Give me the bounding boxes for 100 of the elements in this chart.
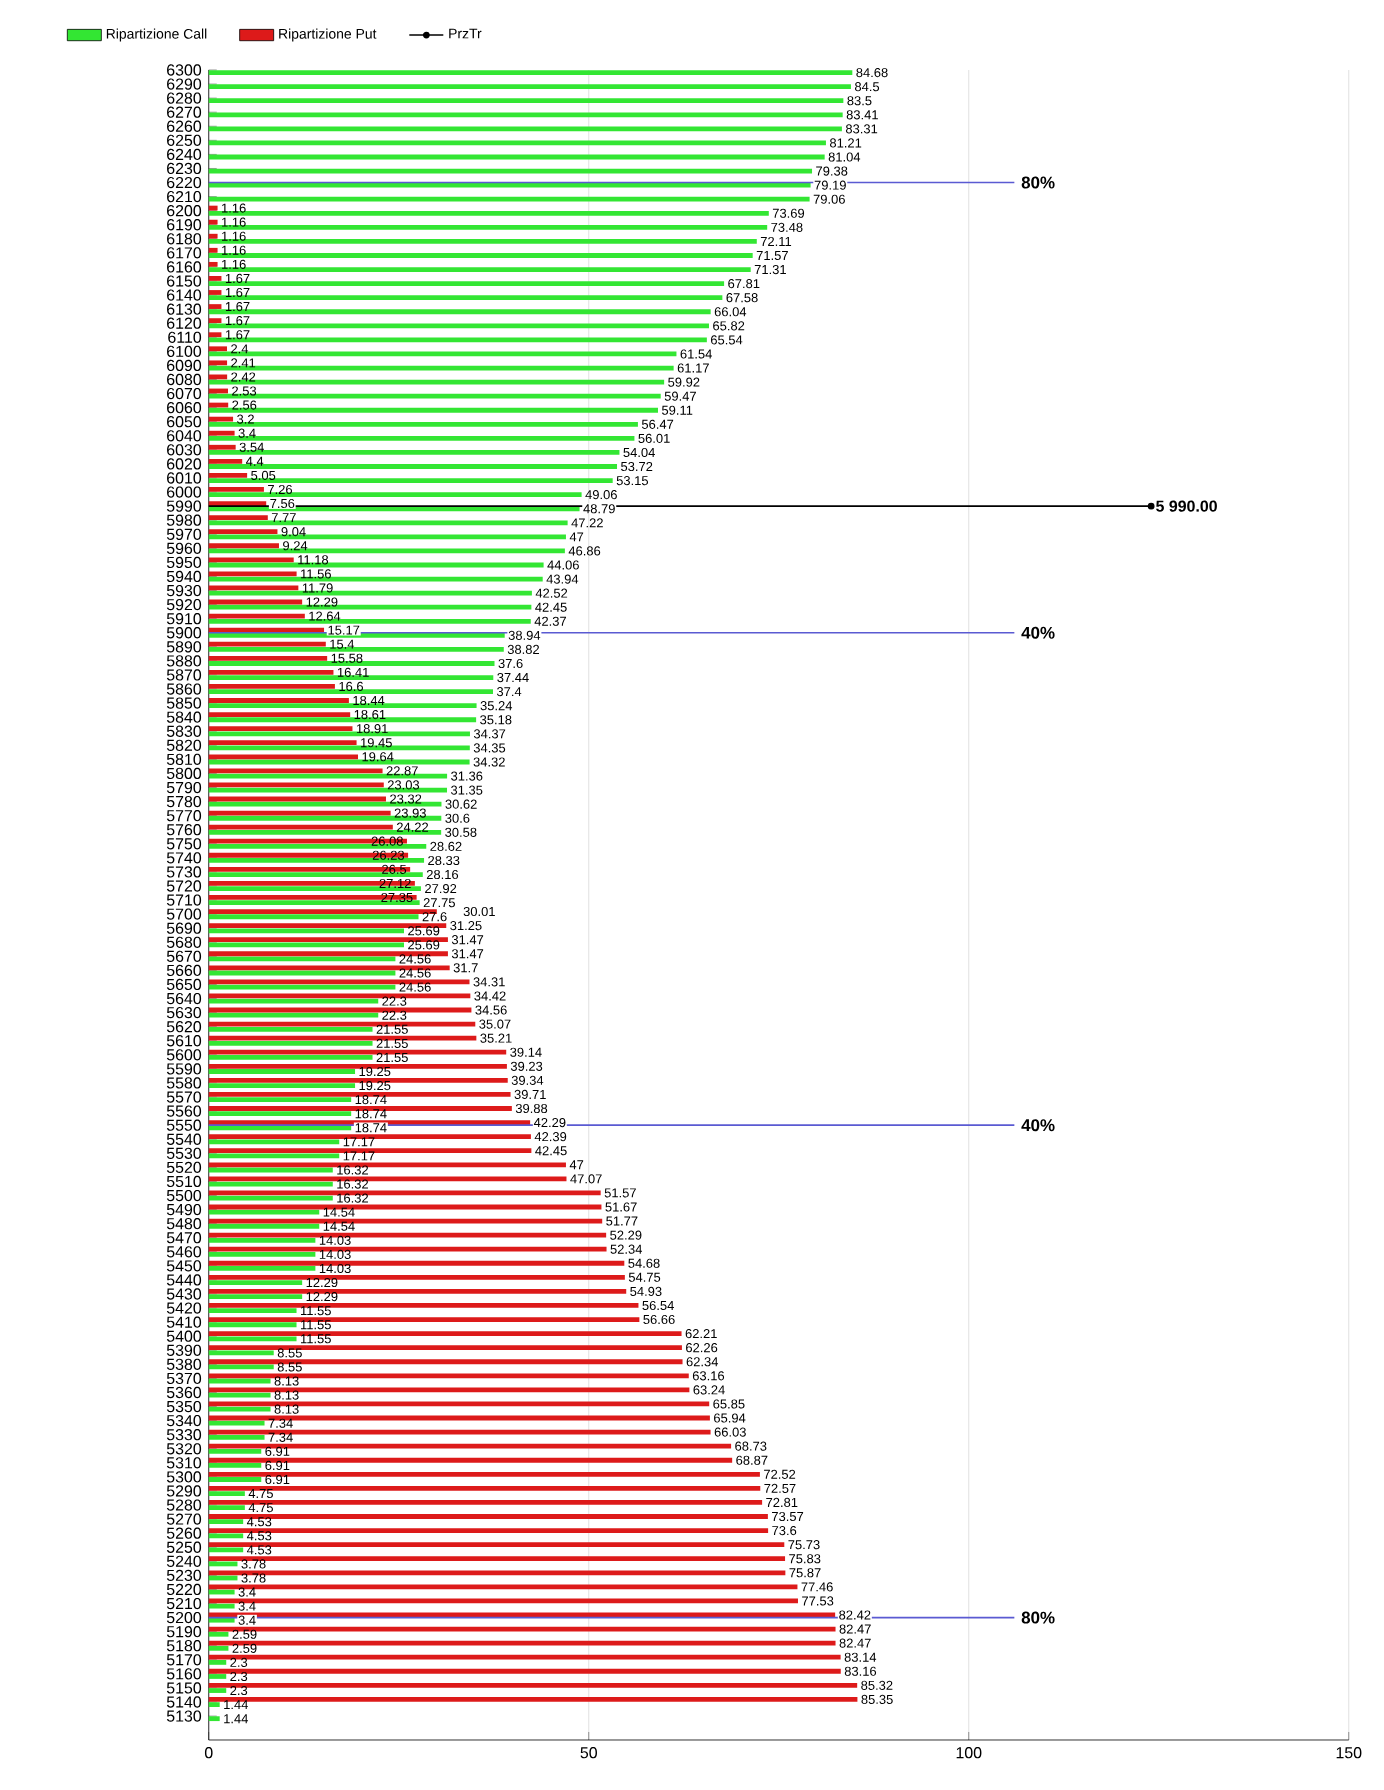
bar bbox=[208, 1547, 243, 1553]
bar bbox=[208, 866, 410, 872]
bar bbox=[208, 886, 421, 891]
bar bbox=[208, 1345, 682, 1351]
bar bbox=[208, 1040, 373, 1046]
bar bbox=[208, 852, 408, 858]
bar bbox=[208, 1350, 274, 1356]
bar bbox=[208, 1463, 261, 1468]
bar bbox=[208, 965, 450, 971]
bar bbox=[208, 1280, 302, 1285]
bar bbox=[208, 421, 638, 427]
bar bbox=[208, 914, 419, 920]
bar bbox=[208, 393, 661, 399]
bar bbox=[208, 309, 711, 315]
bar bbox=[208, 675, 493, 680]
bar bbox=[208, 478, 613, 483]
bar bbox=[208, 84, 851, 90]
bar bbox=[208, 684, 335, 689]
bar bbox=[208, 843, 426, 849]
bar bbox=[208, 1134, 531, 1140]
bar bbox=[208, 444, 236, 450]
bar bbox=[208, 464, 617, 469]
bar bbox=[208, 1252, 316, 1257]
bar bbox=[208, 515, 268, 520]
bar bbox=[208, 1359, 683, 1365]
bar bbox=[208, 712, 350, 717]
bar bbox=[208, 182, 811, 188]
bar bbox=[208, 1139, 339, 1145]
bar bbox=[208, 332, 222, 338]
bar bbox=[208, 276, 222, 281]
bar bbox=[208, 998, 378, 1004]
bar bbox=[208, 323, 709, 329]
bar bbox=[208, 1457, 732, 1463]
bar bbox=[208, 1260, 624, 1266]
bar bbox=[208, 1477, 261, 1482]
bar bbox=[208, 655, 327, 661]
bar bbox=[208, 1505, 245, 1511]
bar bbox=[208, 529, 278, 535]
bar bbox=[208, 1682, 857, 1688]
bar bbox=[208, 534, 566, 540]
bar bbox=[208, 1697, 858, 1702]
bar bbox=[208, 661, 495, 666]
bar bbox=[208, 1289, 626, 1294]
bar bbox=[208, 112, 843, 118]
bar bbox=[208, 1448, 261, 1454]
bar bbox=[208, 979, 470, 985]
bar bbox=[208, 754, 358, 760]
bar bbox=[208, 253, 753, 258]
bar bbox=[208, 219, 218, 225]
bar bbox=[208, 98, 843, 104]
annotation: 40% bbox=[1021, 626, 1055, 639]
bar bbox=[208, 1294, 302, 1299]
bar bbox=[208, 1688, 226, 1693]
bar bbox=[208, 557, 294, 563]
bar bbox=[208, 1373, 689, 1379]
bar bbox=[208, 346, 227, 352]
bar bbox=[208, 1035, 476, 1041]
bar bbox=[208, 1012, 378, 1018]
bar bbox=[208, 1533, 243, 1539]
bar bbox=[208, 1083, 355, 1088]
bar bbox=[208, 1092, 511, 1097]
bar bbox=[208, 1514, 768, 1519]
bar bbox=[208, 1209, 319, 1215]
bar bbox=[208, 290, 222, 295]
bar bbox=[208, 872, 423, 877]
bar bbox=[208, 1660, 226, 1665]
bar bbox=[208, 618, 531, 624]
bar bbox=[208, 1485, 760, 1491]
bar bbox=[208, 801, 442, 807]
bar bbox=[208, 458, 242, 464]
bar bbox=[208, 1148, 531, 1154]
bar bbox=[208, 604, 531, 610]
annotation: 80% bbox=[1021, 176, 1055, 189]
bar bbox=[208, 487, 264, 492]
bar bbox=[208, 318, 222, 324]
bar bbox=[208, 1176, 567, 1182]
bar bbox=[208, 281, 724, 287]
bar bbox=[208, 590, 532, 596]
bar bbox=[208, 829, 441, 835]
bar bbox=[208, 430, 235, 436]
bar bbox=[208, 1631, 229, 1637]
bar bbox=[208, 951, 448, 957]
bar bbox=[208, 1640, 836, 1646]
bar bbox=[208, 768, 383, 774]
bar bbox=[208, 1434, 265, 1440]
bar bbox=[208, 1232, 606, 1238]
bar bbox=[208, 360, 227, 366]
bar bbox=[208, 1055, 373, 1060]
bar bbox=[208, 726, 353, 732]
bar bbox=[208, 1716, 220, 1722]
bar bbox=[208, 435, 635, 441]
bar bbox=[208, 247, 218, 253]
annotation: 80% bbox=[1021, 1611, 1055, 1624]
bar bbox=[208, 1500, 762, 1505]
bar bbox=[208, 1420, 265, 1426]
bar bbox=[208, 1322, 297, 1328]
bar bbox=[208, 923, 446, 929]
bar bbox=[208, 1331, 682, 1337]
bar bbox=[208, 1308, 297, 1314]
bar bbox=[208, 1266, 316, 1271]
